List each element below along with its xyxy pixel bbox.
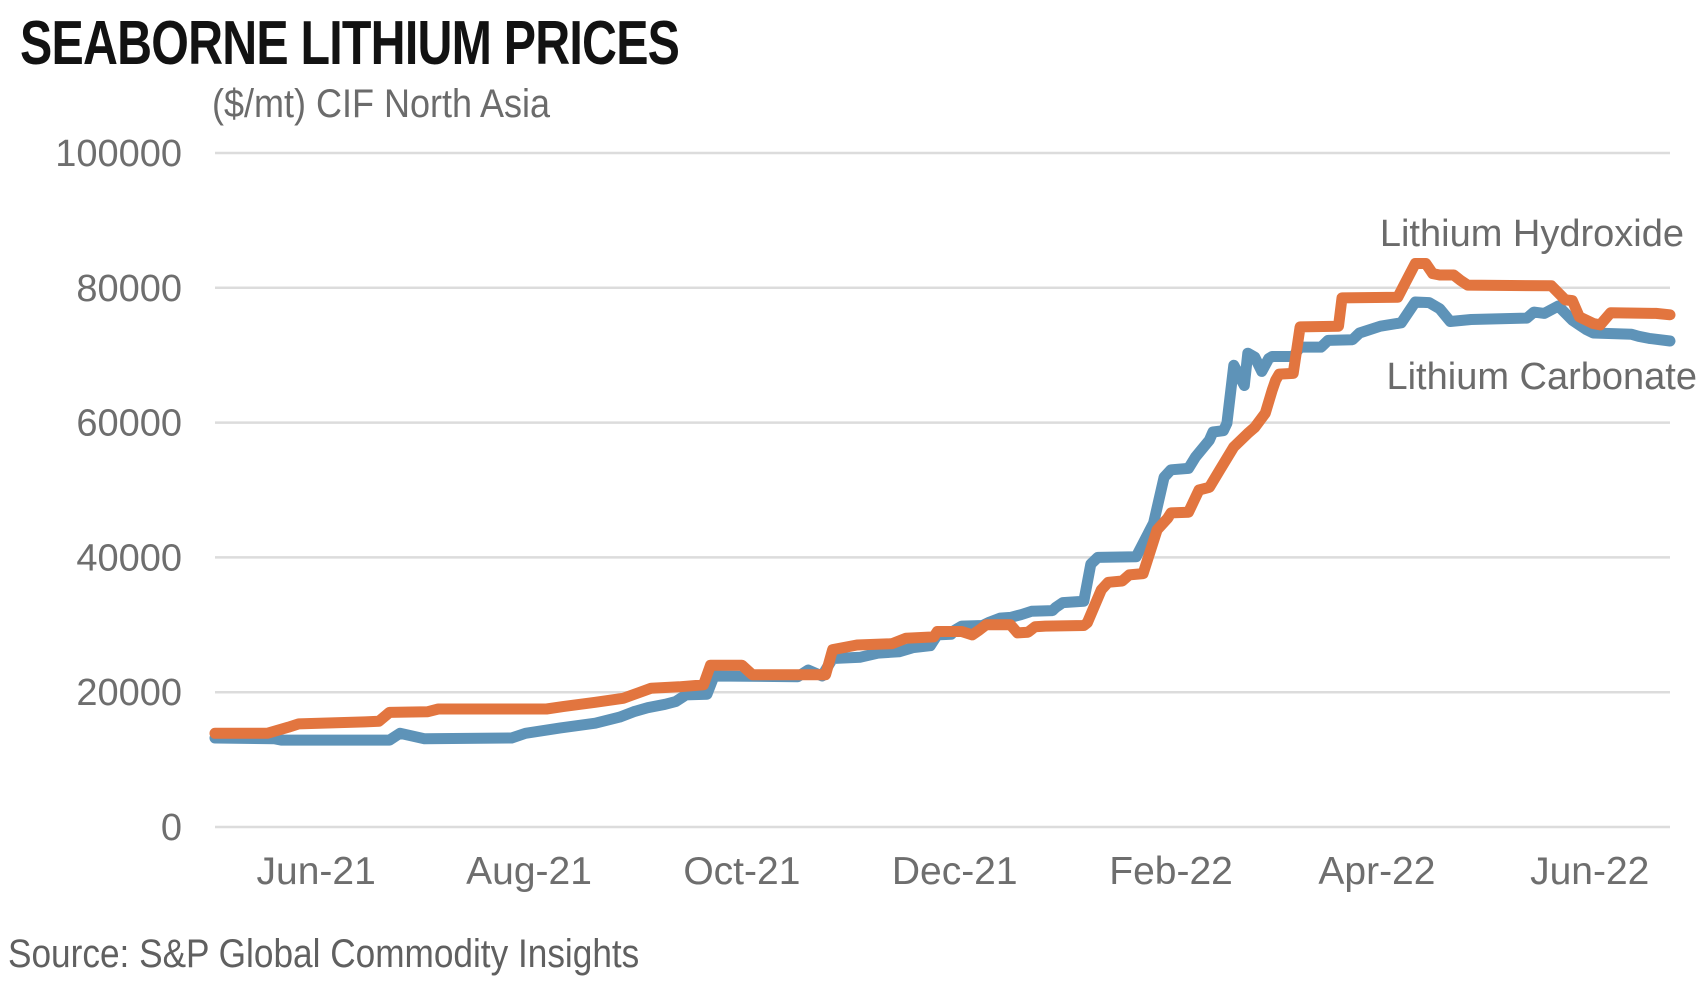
- x-tick-label-Jun-21: Jun-21: [257, 850, 376, 893]
- x-tick-label-Apr-22: Apr-22: [1318, 850, 1435, 893]
- series-line-lithium-hydroxide: [209, 258, 1676, 739]
- y-tick-label-60000: 60000: [76, 403, 182, 445]
- series-line-lithium-carbonate: [209, 296, 1676, 746]
- x-tick-label-Feb-22: Feb-22: [1109, 850, 1233, 893]
- x-tick-label-Aug-21: Aug-21: [466, 850, 592, 893]
- x-axis-tick-labels: Jun-21 Aug-21 Oct-21 Dec-21 Feb-22 Apr-22 Jun-…: [257, 850, 1650, 893]
- series-lines: [209, 258, 1676, 746]
- x-tick-label-Oct-21: Oct-21: [683, 850, 800, 893]
- y-axis-tick-labels: 0 20000 40000 60000 80000 100000: [55, 133, 182, 849]
- y-tick-label-80000: 80000: [76, 268, 182, 310]
- legend-label-lithium-hydroxide: Lithium Hydroxide: [1380, 213, 1684, 255]
- y-tick-label-40000: 40000: [76, 537, 182, 579]
- y-tick-label-100000: 100000: [55, 133, 182, 175]
- x-tick-label-Jun-22: Jun-22: [1530, 850, 1649, 893]
- chart-unit-subtitle: ($/mt) CIF North Asia: [212, 82, 551, 126]
- legend-label-lithium-carbonate: Lithium Carbonate: [1386, 356, 1697, 398]
- gridlines: [215, 151, 1670, 829]
- y-tick-label-0: 0: [161, 807, 182, 849]
- y-tick-label-20000: 20000: [76, 672, 182, 714]
- chart-title: SEABORNE LITHIUM PRICES: [20, 9, 680, 78]
- x-tick-label-Dec-21: Dec-21: [892, 850, 1018, 893]
- source-attribution: Source: S&P Global Commodity Insights: [8, 932, 640, 976]
